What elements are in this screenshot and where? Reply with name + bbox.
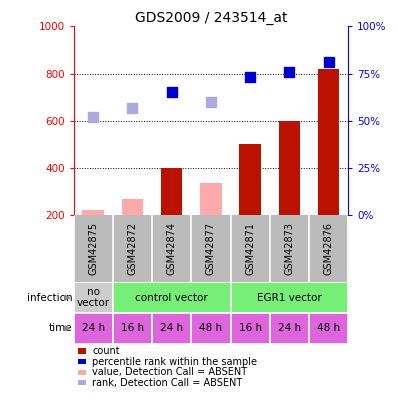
Text: 16 h: 16 h xyxy=(239,324,262,333)
Text: GSM42876: GSM42876 xyxy=(324,222,334,275)
Bar xyxy=(230,282,348,313)
Text: EGR1 vector: EGR1 vector xyxy=(257,292,322,303)
Bar xyxy=(82,211,104,215)
Text: control vector: control vector xyxy=(135,292,208,303)
Text: value, Detection Call = ABSENT: value, Detection Call = ABSENT xyxy=(92,367,248,377)
Text: 48 h: 48 h xyxy=(199,324,222,333)
Text: no
vector: no vector xyxy=(77,287,110,308)
Point xyxy=(286,69,293,76)
Bar xyxy=(122,198,143,215)
Bar xyxy=(318,69,339,215)
Text: 24 h: 24 h xyxy=(160,324,183,333)
Title: GDS2009 / 243514_at: GDS2009 / 243514_at xyxy=(135,11,287,25)
Point xyxy=(129,104,136,111)
Point xyxy=(326,58,332,65)
Bar xyxy=(191,313,230,344)
Bar xyxy=(74,282,113,313)
Text: count: count xyxy=(92,346,120,356)
Text: 48 h: 48 h xyxy=(317,324,340,333)
Text: 24 h: 24 h xyxy=(82,324,105,333)
Point xyxy=(90,114,96,120)
Bar xyxy=(239,144,261,215)
Bar xyxy=(113,313,152,344)
Bar xyxy=(113,282,230,313)
Text: GSM42872: GSM42872 xyxy=(127,222,137,275)
Text: 24 h: 24 h xyxy=(278,324,301,333)
Text: GSM42871: GSM42871 xyxy=(245,222,255,275)
Bar xyxy=(74,313,113,344)
Bar xyxy=(270,313,309,344)
Bar xyxy=(309,313,348,344)
Text: percentile rank within the sample: percentile rank within the sample xyxy=(92,357,258,367)
Text: rank, Detection Call = ABSENT: rank, Detection Call = ABSENT xyxy=(92,378,243,388)
Bar xyxy=(279,121,300,215)
Point xyxy=(208,98,214,105)
Point xyxy=(168,89,175,96)
Bar xyxy=(230,313,270,344)
Text: GSM42877: GSM42877 xyxy=(206,222,216,275)
Text: GSM42875: GSM42875 xyxy=(88,222,98,275)
Point xyxy=(247,74,254,80)
Text: GSM42873: GSM42873 xyxy=(285,222,295,275)
Text: 16 h: 16 h xyxy=(121,324,144,333)
Bar xyxy=(200,183,222,215)
Text: GSM42874: GSM42874 xyxy=(167,222,177,275)
Text: infection: infection xyxy=(27,292,72,303)
Bar xyxy=(152,313,191,344)
Bar xyxy=(161,168,183,215)
Text: time: time xyxy=(49,324,72,333)
